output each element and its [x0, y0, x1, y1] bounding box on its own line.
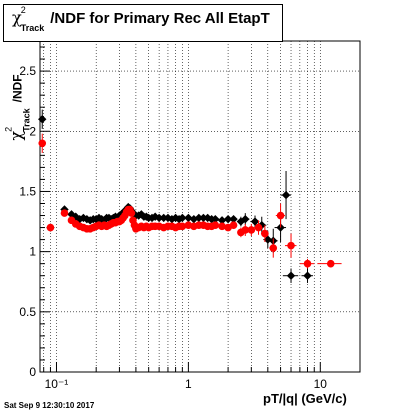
data-point [211, 221, 220, 229]
data-point [287, 241, 295, 250]
data-point [326, 259, 335, 268]
plot-frame [39, 40, 361, 373]
ylabel-sub: Track [21, 108, 32, 132]
data-point [199, 213, 208, 223]
data-point [178, 222, 187, 231]
data-point [127, 209, 136, 217]
y-tick-label: 1 [29, 245, 36, 259]
data-point [261, 229, 269, 238]
data-point [38, 115, 47, 124]
x-tick-label: 10 [314, 377, 328, 391]
ylabel-sup: 2 [3, 126, 14, 132]
data-point [167, 214, 177, 224]
title-chi: χ [12, 8, 22, 27]
data-point [159, 213, 168, 223]
data-point [79, 213, 88, 223]
data-point [250, 217, 260, 226]
data-point [229, 221, 238, 229]
data-point [241, 214, 250, 224]
y-tick-label: 2 [29, 124, 36, 138]
data-point [211, 214, 220, 224]
data-point [46, 223, 55, 232]
chart-title-box: χ2 Track/NDF for Primary Rec All EtapT [3, 4, 283, 42]
y-tick-label: 1.5 [19, 184, 36, 198]
ylabel-chi: χ [6, 130, 26, 141]
title-sup: 2 [20, 5, 26, 15]
y-tick-label: 0 [29, 365, 36, 379]
data-point [281, 190, 291, 200]
data-point [184, 213, 193, 223]
data-point [163, 213, 173, 223]
chart-title: χ2 Track/NDF for Primary Rec All EtapT [12, 5, 270, 33]
data-point [269, 244, 278, 252]
data-point [178, 213, 187, 223]
data-point [218, 222, 226, 231]
x-tick-label: 1 [185, 377, 192, 391]
data-point [75, 214, 84, 224]
y-tick-label: 2.5 [19, 64, 36, 78]
data-point [189, 214, 199, 224]
data-point [303, 271, 312, 280]
data-point [174, 214, 184, 224]
data-point [276, 211, 285, 220]
data-point [82, 214, 92, 224]
data-point [137, 210, 146, 219]
data-point [223, 214, 233, 224]
timestamp-footer: Sat Sep 9 12:30:10 2017 [4, 401, 95, 410]
data-point [60, 209, 69, 217]
series-2 [38, 133, 342, 269]
data-point [303, 259, 312, 268]
data-point [241, 226, 250, 234]
data-point [263, 235, 273, 244]
x-axis-label: pT/|q| (GeV/c) [263, 391, 347, 406]
data-marks [38, 109, 342, 283]
tick-labels: 10⁻¹ 1 10 0 0.5 1 1.5 2 2.5 [19, 64, 327, 391]
data-point [229, 214, 238, 224]
y-axis-label: χ2 Track/NDF [3, 58, 32, 158]
y-tick-label: 0.5 [19, 305, 36, 319]
data-point [286, 271, 296, 280]
data-point [217, 216, 227, 225]
ylabel-rest: /NDF [10, 74, 25, 103]
data-point [194, 213, 204, 223]
data-point [38, 139, 47, 148]
data-point [67, 210, 76, 219]
data-point [247, 226, 256, 234]
title-rest: /NDF for Primary Rec All EtapT [50, 10, 270, 27]
x-tick-label: 10⁻¹ [45, 377, 69, 391]
title-sub: Track [20, 23, 45, 33]
data-point [254, 223, 263, 232]
data-point [154, 213, 164, 223]
